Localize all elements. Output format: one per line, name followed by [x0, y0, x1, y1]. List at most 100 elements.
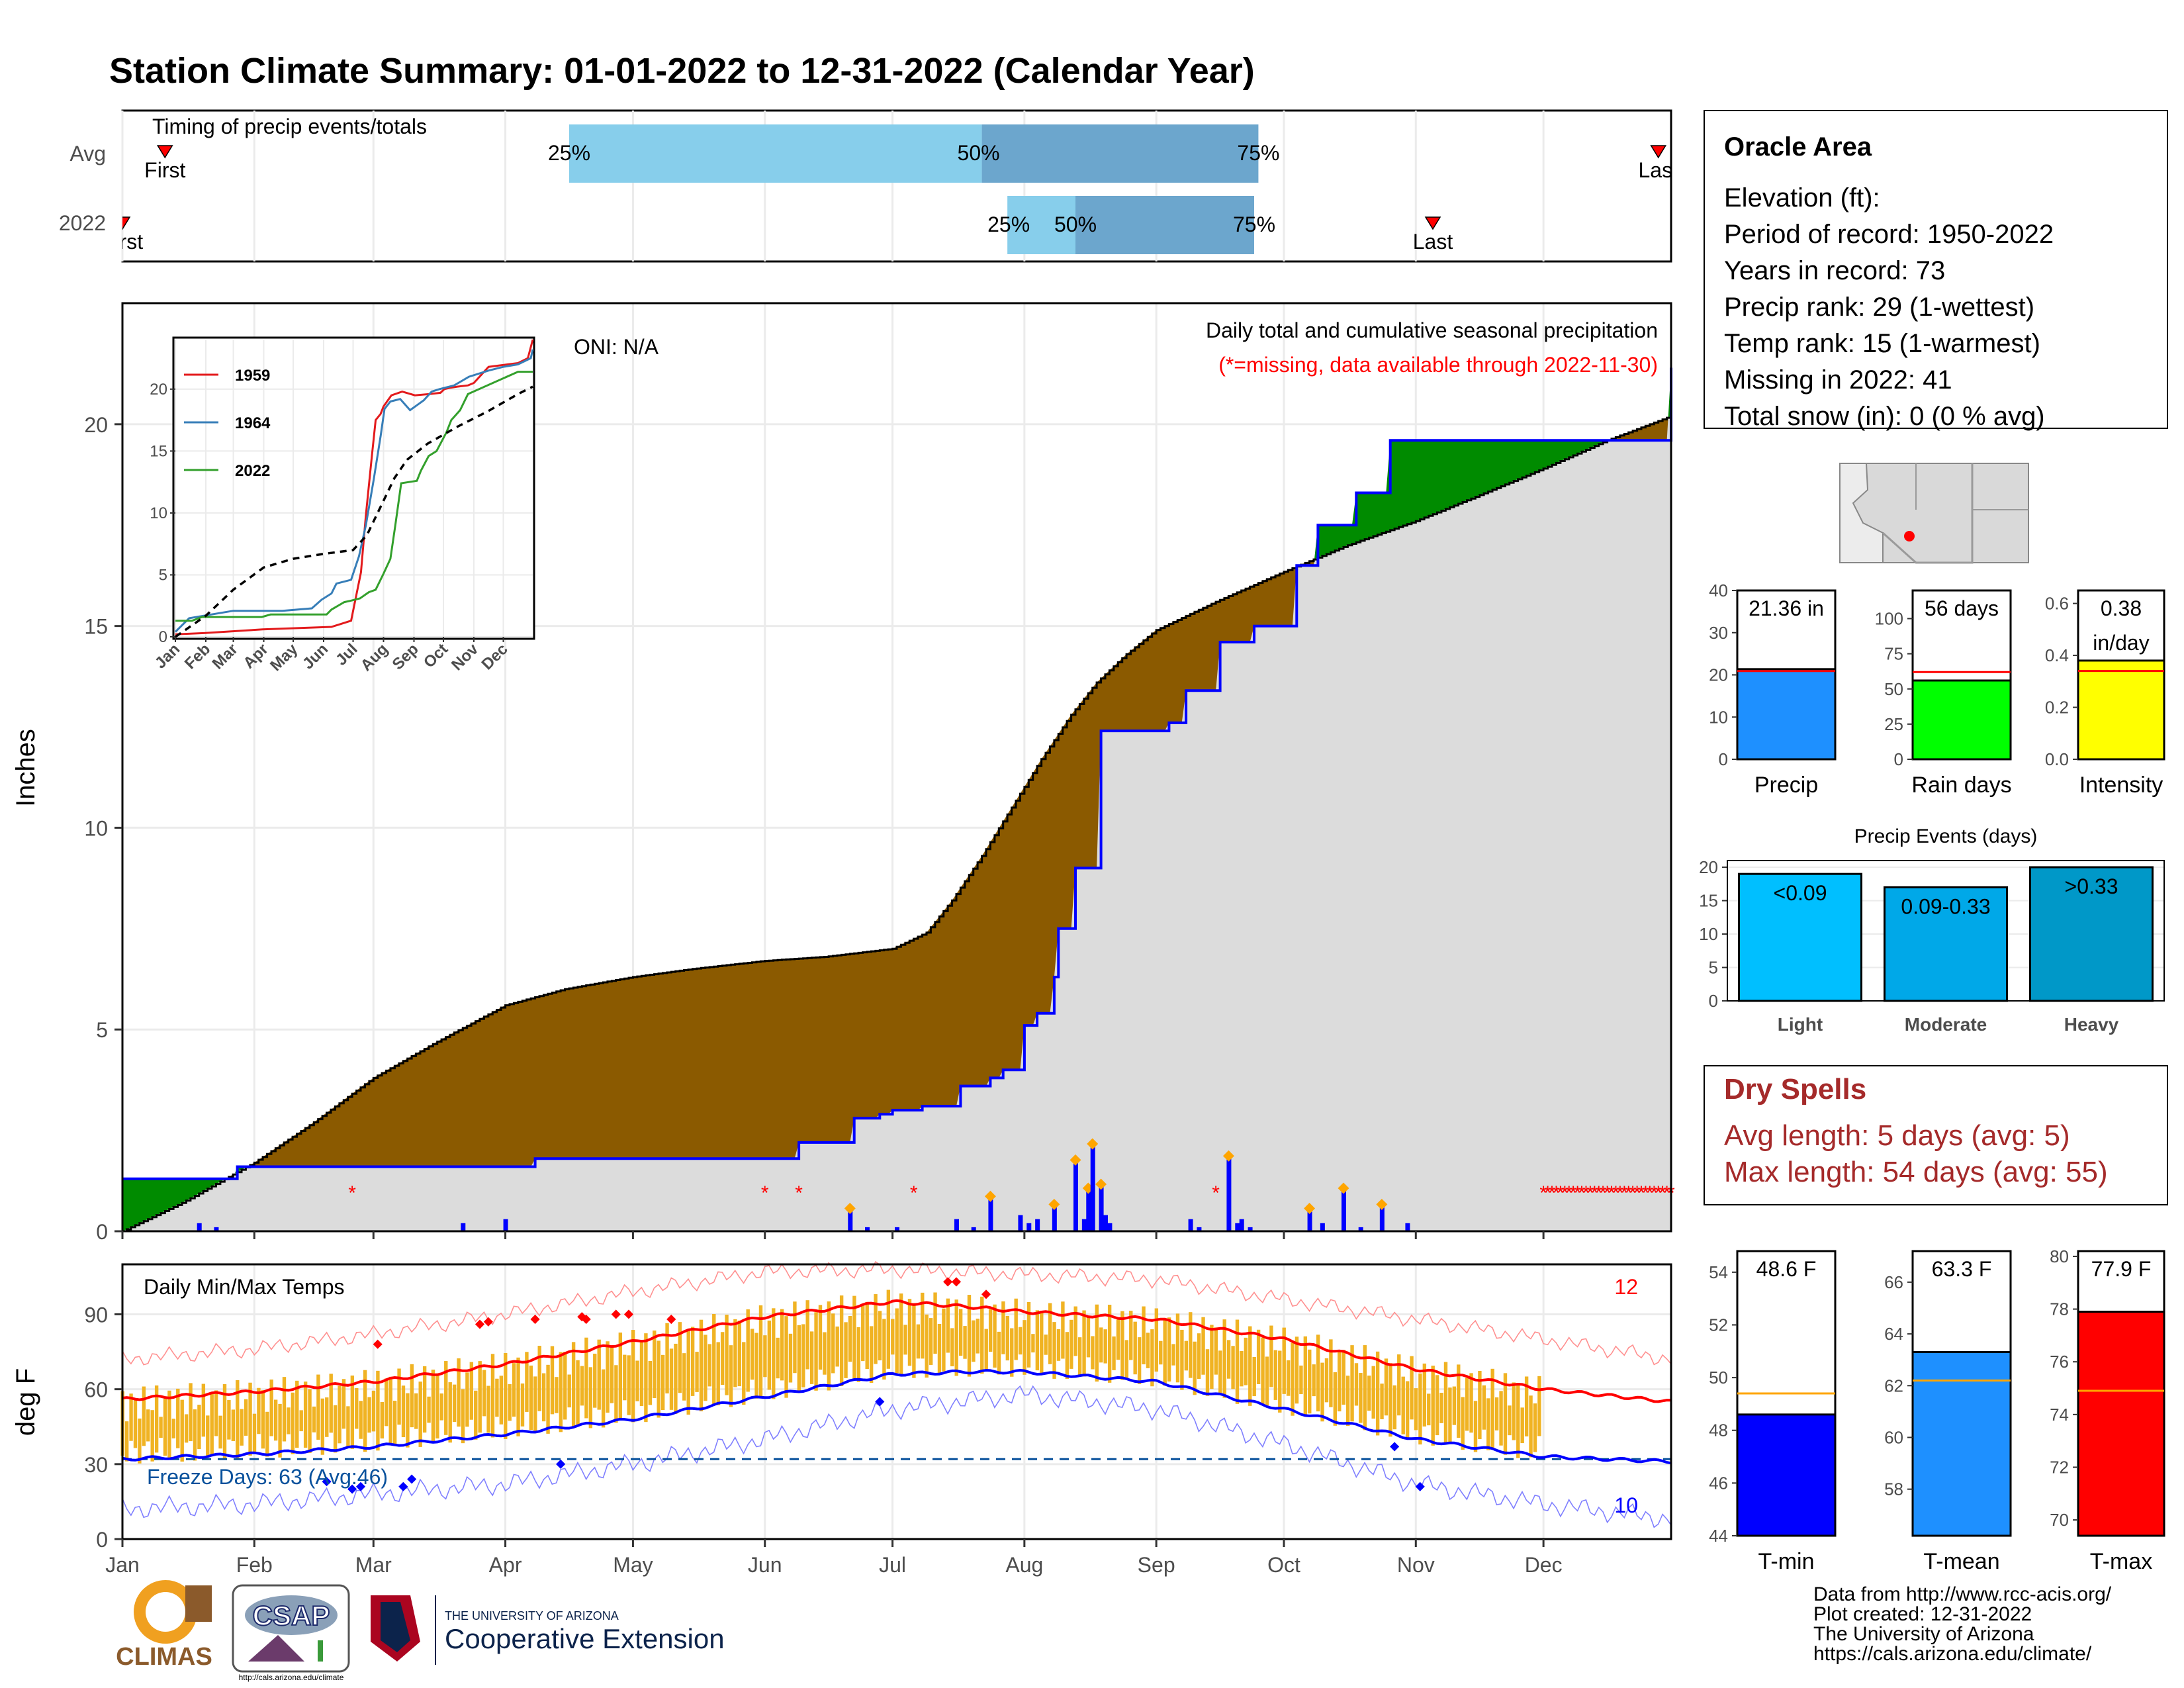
mini-chart-mini_precip: 21.36 in 0 10 20 30 40 Precip: [1709, 581, 1837, 798]
ua-logo: THE UNIVERSITY OF ARIZONA Cooperative Ex…: [371, 1595, 725, 1665]
daily-temp-range-bar: [448, 1382, 452, 1443]
credit-line: The University of Arizona: [1813, 1623, 2034, 1645]
daily-precip-bar: [1197, 1227, 1202, 1231]
daily-temp-range-bar: [435, 1373, 439, 1439]
timing-marker-last-avg: [1650, 145, 1667, 159]
daily-temp-range-bar: [1486, 1398, 1490, 1450]
daily-temp-range-bar: [648, 1361, 653, 1405]
daily-temp-range-bar: [644, 1333, 648, 1423]
station-line: Period of record: 1950-2022: [1724, 220, 2054, 249]
daily-precip-bar: [1099, 1186, 1104, 1231]
timing-title: Timing of precip events/totals: [152, 115, 427, 138]
temps-xtick-label: Apr: [489, 1553, 522, 1577]
record-high-marker: [373, 1339, 383, 1349]
daily-temp-range-bar: [976, 1319, 980, 1354]
temps-ytick-label: 0: [96, 1528, 108, 1552]
missing-day-marker: *: [1595, 1182, 1603, 1204]
daily-precip-marker: [984, 1190, 996, 1202]
timing-bar-q2-avg: [981, 124, 1259, 183]
events-ytick-label: 0: [1709, 991, 1718, 1011]
daily-temp-range-bar: [1363, 1345, 1367, 1430]
missing-day-marker: *: [1539, 1182, 1547, 1204]
mini-ytick-label: 52: [1709, 1315, 1728, 1335]
station-info-box: Oracle Area Elevation (ft): Period of re…: [1704, 110, 2168, 431]
daily-temp-range-bar: [236, 1380, 240, 1460]
daily-temp-range-bar: [1410, 1356, 1414, 1420]
daily-temp-range-bar: [1465, 1378, 1469, 1431]
daily-temp-range-bar: [541, 1373, 546, 1422]
record-high-marker: [623, 1309, 634, 1319]
temps-xtick-label: Oct: [1267, 1553, 1300, 1577]
timing-bar-q1-2022: [1007, 196, 1075, 254]
daily-temp-range-bar: [1218, 1350, 1222, 1393]
daily-temp-range-bar: [1320, 1362, 1324, 1422]
timing-marker-last-2022: [1424, 216, 1441, 230]
daily-temp-range-bar: [1099, 1327, 1103, 1363]
daily-temp-range-bar: [461, 1389, 465, 1444]
daily-temp-range-bar: [1095, 1304, 1099, 1382]
daily-temp-range-bar: [1282, 1327, 1286, 1394]
daily-temp-range-bar: [631, 1330, 635, 1423]
daily-temp-range-bar: [618, 1333, 623, 1419]
daily-temp-range-bar: [686, 1331, 690, 1415]
daily-temp-range-bar: [163, 1399, 167, 1456]
daily-temp-range-bar: [1201, 1317, 1205, 1375]
events-category-label: Heavy: [2064, 1014, 2119, 1035]
daily-temp-range-bar: [984, 1329, 988, 1370]
missing-day-marker: *: [1604, 1182, 1612, 1204]
daily-temp-range-bar: [1197, 1333, 1201, 1380]
daily-temp-range-bar: [1210, 1325, 1214, 1389]
inset-series-line-avg: [175, 385, 533, 638]
daily-temp-range-bar: [635, 1360, 639, 1401]
daily-temp-range-bar: [1061, 1301, 1065, 1359]
mini-ytick-label: 74: [2050, 1405, 2069, 1425]
daily-temp-range-bar: [444, 1361, 448, 1435]
daily-temp-range-bar: [1052, 1322, 1056, 1379]
inset-ytick-label: 10: [150, 504, 167, 522]
events-ytick-label: 20: [1699, 857, 1718, 877]
daily-temp-range-bar: [1056, 1329, 1061, 1361]
daily-temp-range-bar: [1490, 1368, 1494, 1448]
daily-temp-range-bar: [338, 1385, 341, 1444]
daily-temp-range-bar: [1457, 1364, 1461, 1438]
daily-temp-range-bar: [720, 1332, 725, 1385]
daily-precip-marker: [1095, 1178, 1107, 1190]
daily-temp-range-bar: [1001, 1301, 1005, 1354]
mini-value-label: 48.6 F: [1756, 1257, 1817, 1281]
precip-ytick-label: 10: [84, 816, 108, 840]
daily-precip-marker: [1069, 1154, 1081, 1166]
daily-temp-range-bar: [401, 1385, 406, 1438]
daily-temp-range-bar: [912, 1303, 916, 1378]
events-bar: [2029, 866, 2154, 1002]
daily-temp-range-bar: [1180, 1329, 1184, 1390]
daily-temp-range-bar: [1226, 1340, 1231, 1379]
daily-temp-range-bar: [1231, 1346, 1235, 1389]
daily-precip-bar: [865, 1227, 870, 1231]
precip-title: Daily total and cumulative seasonal prec…: [1206, 318, 1658, 342]
mini-category-label: T-min: [1758, 1549, 1815, 1574]
timing-marker-label-first: First: [144, 158, 185, 182]
daily-temp-range-bar: [406, 1393, 410, 1448]
mini-chart-tmean: 63.3 F 58 60 62 64 66 T-mean: [1884, 1250, 2012, 1574]
daily-precip-bar: [1026, 1223, 1032, 1231]
daily-temp-range-bar: [942, 1308, 946, 1372]
daily-precip-bar: [1052, 1207, 1057, 1231]
daily-temp-range-bar: [1443, 1362, 1448, 1443]
timing-bar-q2-2022: [1075, 196, 1254, 254]
daily-temp-range-bar: [1499, 1391, 1503, 1446]
daily-precip-marker: [1048, 1198, 1060, 1210]
daily-temp-range-bar: [823, 1332, 827, 1375]
daily-temp-range-bar: [559, 1352, 563, 1432]
daily-temp-range-bar: [1077, 1337, 1082, 1376]
daily-temp-range-bar: [414, 1393, 418, 1429]
daily-precip-bar: [1320, 1223, 1325, 1231]
daily-temp-range-bar: [490, 1354, 495, 1438]
daily-temp-range-bar: [699, 1319, 704, 1412]
mini-category-label: Rain days: [1911, 773, 2011, 798]
daily-temp-range-bar: [725, 1314, 729, 1395]
inset-ytick-label: 0: [159, 628, 167, 646]
daily-temp-range-bar: [580, 1366, 584, 1406]
daily-temp-range-bar: [1026, 1301, 1031, 1368]
missing-day-marker: *: [1565, 1182, 1573, 1204]
daily-temp-range-bar: [746, 1309, 750, 1392]
